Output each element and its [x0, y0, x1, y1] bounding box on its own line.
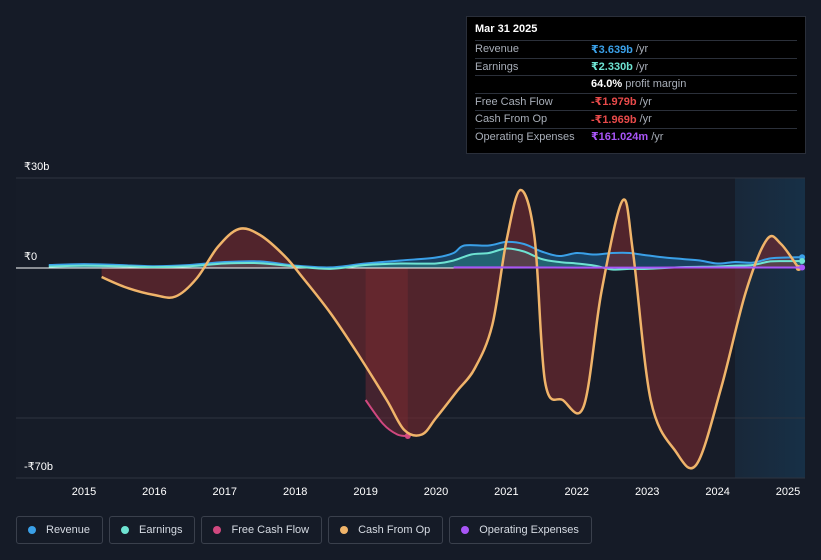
tooltip-row-label: Revenue: [475, 43, 520, 56]
legend-label: Free Cash Flow: [231, 524, 310, 536]
cash-from-op-area: [101, 189, 799, 469]
x-tick-label: 2018: [283, 486, 307, 498]
x-tick-label: 2016: [142, 486, 166, 498]
tooltip-row: Free Cash Flow -₹1.979b/yr: [475, 92, 797, 111]
earnings-end-point: [799, 258, 806, 264]
tooltip-row-unit: profit margin: [625, 78, 687, 91]
legend-dot-icon: [28, 526, 36, 534]
y-axis-top-label: ₹30b: [24, 161, 50, 173]
legend-dot-icon: [121, 526, 130, 534]
x-tick-label: 2025: [776, 486, 800, 498]
tooltip-row-value: -₹1.979b: [591, 96, 637, 109]
tooltip-date: Mar 31 2025: [475, 23, 538, 35]
legend-item-earnings[interactable]: Earnings: [109, 516, 196, 544]
legend-item-free-cash-flow[interactable]: Free Cash Flow: [201, 516, 323, 544]
legend-label: Earnings: [139, 524, 183, 536]
tooltip-row-value: ₹3.639b: [591, 43, 633, 56]
legend-item-operating-expenses[interactable]: Operating Expenses: [449, 516, 592, 544]
cash-from-op-line: [101, 188, 800, 470]
forecast-region: [735, 178, 805, 478]
legend-dot-icon: [213, 526, 222, 534]
legend: Revenue Earnings Free Cash Flow Cash From O…: [16, 516, 592, 544]
tooltip-row: Cash From Op -₹1.969b/yr: [475, 110, 797, 128]
tooltip-row-unit: /yr: [639, 113, 652, 126]
y-axis-bottom-label: -₹70b: [24, 461, 54, 473]
tooltip-row: Revenue ₹3.639b/yr: [475, 40, 797, 58]
tooltip-row-value: -₹1.969b: [591, 113, 637, 126]
x-tick-label: 2020: [424, 486, 448, 498]
legend-label: Operating Expenses: [479, 524, 579, 536]
tooltip-row-value: ₹161.024m: [591, 131, 649, 144]
tooltip-row-unit: /yr: [635, 60, 649, 73]
operating-expenses-end-point: [799, 264, 806, 271]
tooltip-row-value: ₹2.330b: [591, 61, 633, 74]
x-tick-label: 2024: [705, 486, 729, 498]
tooltip-row-label: Free Cash Flow: [475, 95, 553, 108]
tooltip-row: 64.0% profit margin: [475, 75, 797, 93]
legend-label: Cash From Op: [358, 524, 431, 536]
tooltip-row-unit: /yr: [635, 43, 649, 56]
legend-item-cash-from-op[interactable]: Cash From Op: [328, 516, 444, 544]
tooltip-row: Operating Expenses ₹161.024m/yr: [475, 127, 797, 146]
legend-dot-icon: [461, 526, 470, 534]
free-cash-flow-line: [364, 399, 408, 437]
legend-item-revenue[interactable]: Revenue: [16, 516, 104, 544]
tooltip-row-label: Cash From Op: [475, 113, 548, 126]
y-axis-zero-label: ₹0: [24, 251, 38, 263]
revenue-line: [48, 240, 803, 269]
x-tick-label: 2017: [213, 486, 237, 498]
tooltip-row-label: Operating Expenses: [475, 130, 575, 143]
legend-dot-icon: [340, 526, 349, 534]
tooltip-row-unit: /yr: [651, 130, 664, 143]
tooltip-row-value: 64.0%: [591, 78, 623, 91]
x-tick-label: 2019: [353, 486, 377, 498]
x-tick-label: 2021: [494, 486, 518, 498]
x-tick-label: 2015: [72, 486, 96, 498]
tooltip-row-label: Earnings: [475, 60, 519, 73]
x-tick-label: 2023: [635, 486, 659, 498]
tooltip-row-unit: /yr: [639, 95, 652, 108]
legend-label: Revenue: [46, 524, 91, 536]
x-tick-label: 2022: [565, 486, 589, 498]
tooltip-row: Earnings ₹2.330b/yr: [475, 57, 797, 76]
tooltip-panel: Mar 31 2025 Revenue ₹3.639b/yr Earnings ₹2.…: [466, 16, 806, 154]
